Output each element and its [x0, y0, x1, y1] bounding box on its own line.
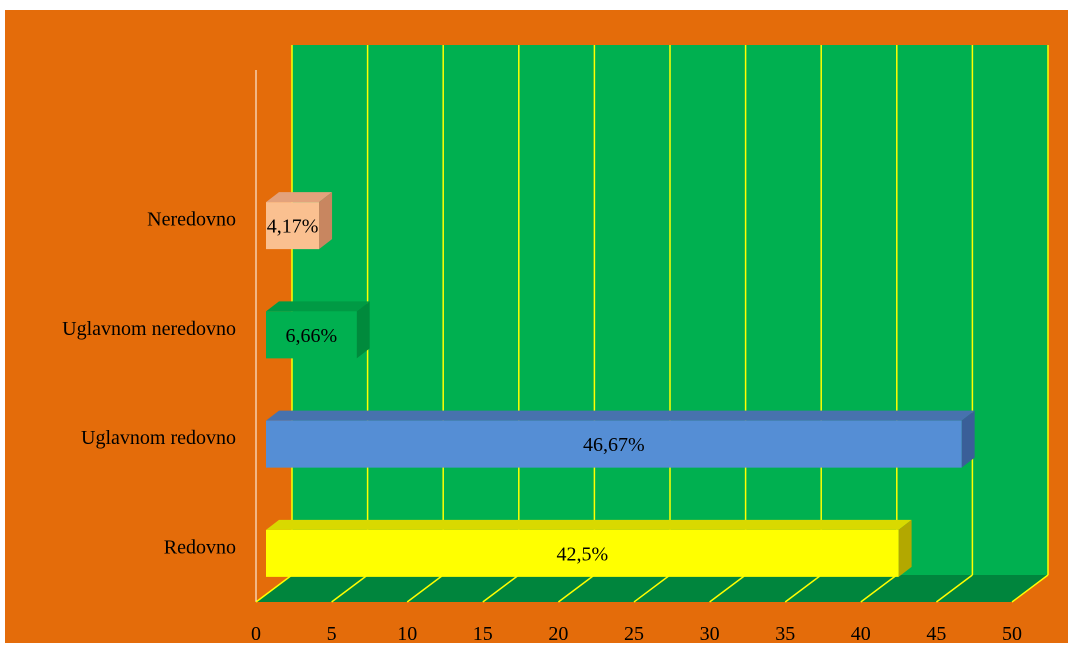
data-labels: 42,5% 46,67% 6,66% 4,17%	[267, 216, 645, 566]
bar-front-face	[266, 529, 899, 577]
category-label: Uglavnom redovno	[81, 427, 236, 449]
floor-gridline	[935, 574, 973, 603]
data-label: 42,5%	[556, 543, 608, 565]
bar-3	[266, 301, 370, 359]
tick-label: 50	[1002, 623, 1022, 645]
bars	[266, 192, 975, 577]
floor-gridline	[1011, 574, 1049, 603]
floor-gridline	[557, 574, 595, 603]
category-label: Neredovno	[147, 209, 236, 231]
floor-gridline	[860, 574, 898, 603]
category-label: Uglavnom neredovno	[62, 318, 236, 340]
tick-label: 10	[397, 623, 417, 645]
plot-wall	[255, 45, 1048, 602]
tick-label: 5	[327, 623, 337, 645]
tick-label: 25	[624, 623, 644, 645]
bar-top-face	[266, 519, 912, 530]
bar-1	[266, 519, 912, 577]
bar-side-face	[356, 301, 370, 359]
data-label: 4,17%	[267, 216, 319, 238]
category-labels: Redovno Uglavnom redovno Uglavnom neredovn…	[62, 209, 236, 559]
tick-label: 0	[251, 623, 261, 645]
tick-label: 40	[851, 623, 871, 645]
floor-gridline	[255, 574, 293, 603]
floor-gridline	[709, 574, 747, 603]
floor-gridline	[784, 574, 822, 603]
bar-top-face	[266, 192, 333, 203]
tick-label: 35	[775, 623, 795, 645]
category-label: Redovno	[164, 536, 236, 558]
tick-label: 30	[700, 623, 720, 645]
bar-side-face	[319, 192, 333, 250]
bar-side-face	[961, 410, 975, 468]
bar-front-face	[266, 202, 320, 250]
floor-gridline	[331, 574, 369, 603]
bar-2	[266, 410, 975, 468]
bar-front-face	[266, 420, 962, 468]
tick-label: 15	[473, 623, 493, 645]
x-axis-ticks: 0 5 10 15 20 25 30 35 40 45 50	[251, 623, 1022, 645]
bar-top-face	[266, 301, 370, 312]
floor-gridline	[482, 574, 520, 603]
data-label: 6,66%	[286, 325, 338, 347]
floor-gridline	[633, 574, 671, 603]
bar-front-face	[266, 311, 357, 359]
bar-top-face	[266, 410, 975, 421]
bar-4	[266, 192, 333, 250]
tick-label: 20	[548, 623, 568, 645]
data-label: 46,67%	[583, 434, 645, 456]
tick-label: 45	[926, 623, 946, 645]
bar-side-face	[898, 519, 912, 577]
floor-gridline	[406, 574, 444, 603]
